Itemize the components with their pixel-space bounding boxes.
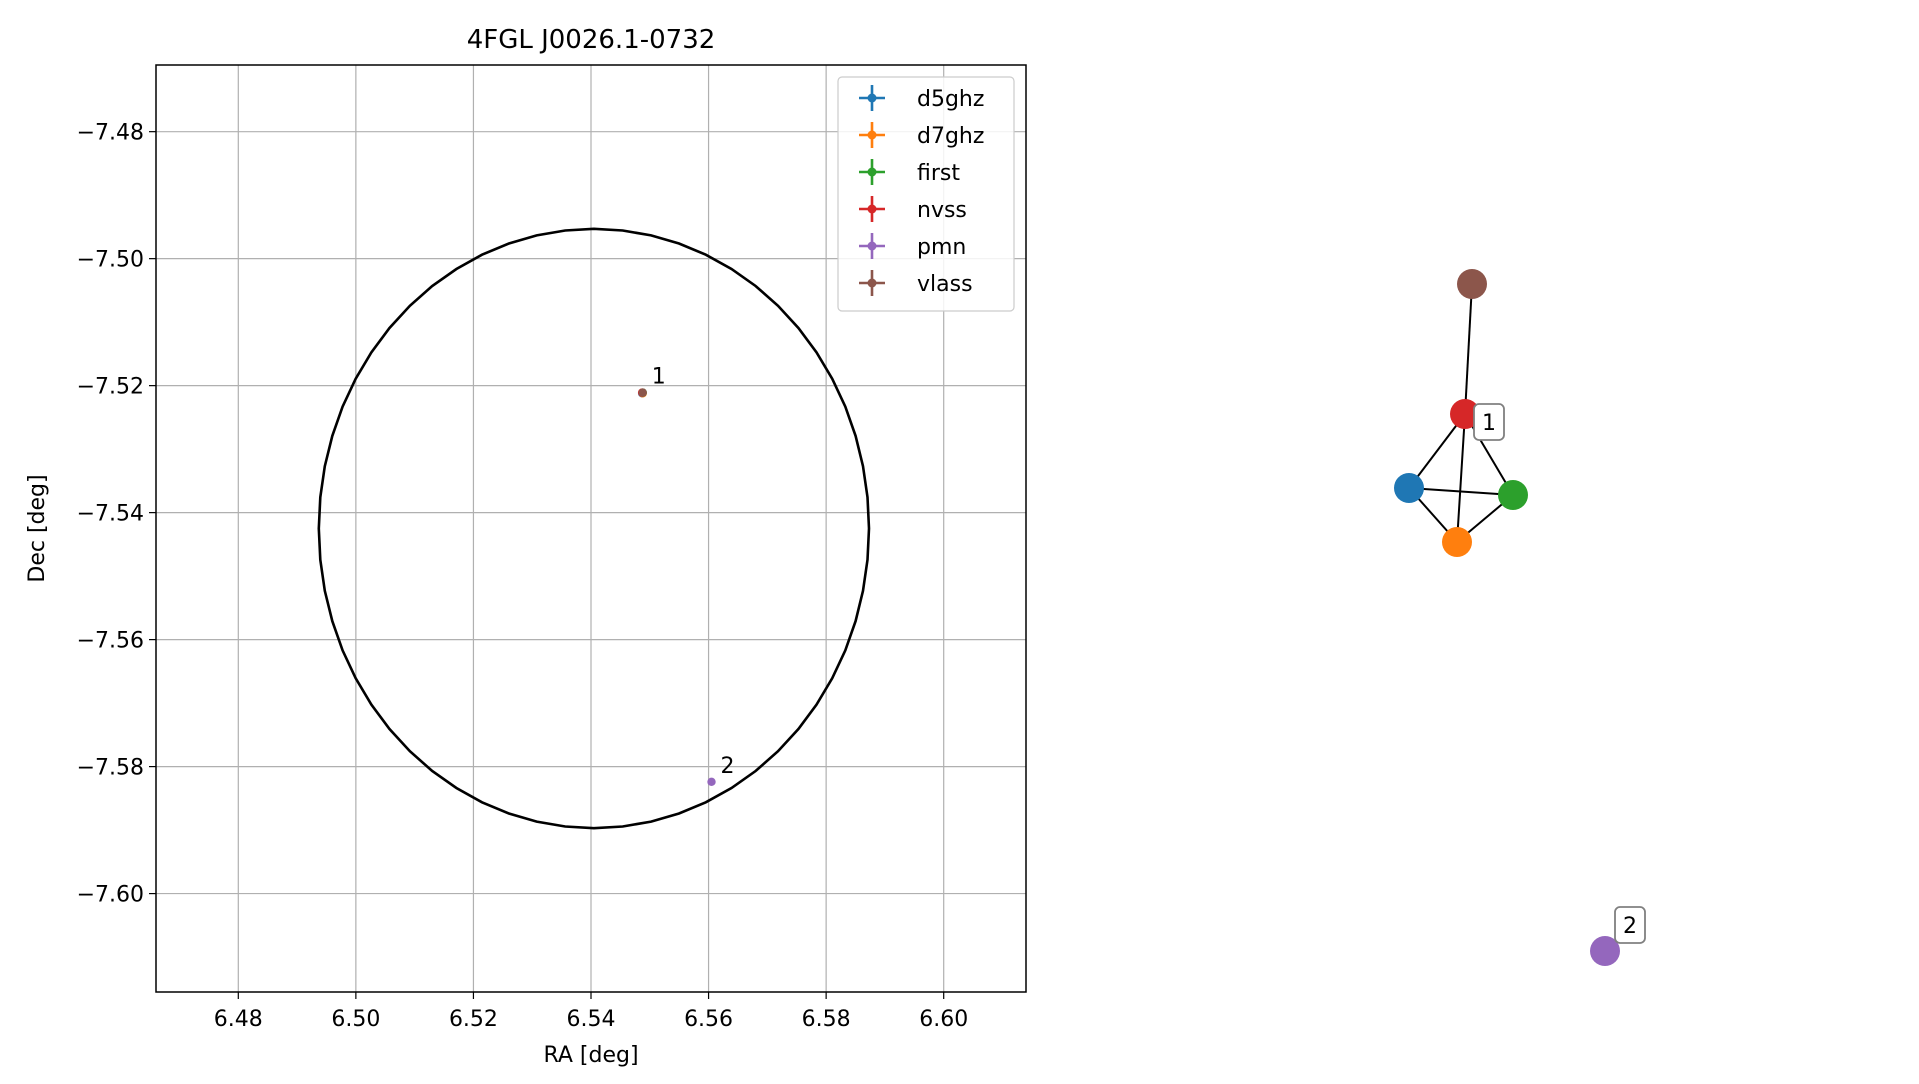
graph-edge-nvss-d5ghz: [1408, 413, 1466, 489]
graph-node-label: 1: [1482, 411, 1496, 436]
x-tick-label: 6.60: [919, 1007, 968, 1032]
y-axis-ticks: −7.48 −7.50 −7.52 −7.54 −7.56 −7.58 −7.60: [77, 121, 156, 908]
graph-node-vlass: [1457, 269, 1487, 299]
legend-dot-pmn: [867, 241, 877, 251]
legend-label-nvss: nvss: [917, 198, 967, 223]
graph-node-label-box: [1614, 906, 1646, 944]
x-tick-label: 6.56: [684, 1007, 733, 1032]
crossmatch-graph: 12: [1394, 269, 1646, 966]
legend-dot-first: [867, 167, 877, 177]
y-tick-label: −7.54: [77, 502, 144, 527]
graph-node-nvss: [1450, 399, 1480, 429]
legend: d5ghz d7ghz first nvss pmn vlass: [837, 76, 1015, 312]
legend-dot-nvss: [867, 204, 877, 214]
legend-label-d5ghz: d5ghz: [917, 87, 984, 112]
plot-title: 4FGL J0026.1-0732: [467, 25, 716, 55]
x-tick-label: 6.52: [449, 1007, 498, 1032]
annotation-layer: 12: [652, 365, 735, 779]
source-point-vlass: [638, 388, 647, 397]
x-axis-label: RA [deg]: [543, 1043, 638, 1068]
legend-dot-d5ghz: [867, 93, 877, 103]
x-tick-label: 6.58: [802, 1007, 851, 1032]
graph-node-d7ghz: [1442, 527, 1472, 557]
graph-edge-nvss-first: [1464, 413, 1514, 496]
legend-dot-vlass: [867, 278, 877, 288]
y-tick-label: −7.60: [77, 883, 144, 908]
graph-nodes: [1394, 269, 1620, 966]
graph-edge-vlass-nvss: [1464, 283, 1473, 415]
x-tick-label: 6.54: [567, 1007, 616, 1032]
graph-node-label: 2: [1623, 914, 1637, 939]
y-tick-label: −7.58: [77, 756, 144, 781]
graph-node-first: [1498, 480, 1528, 510]
source-annotation-1: 1: [652, 365, 666, 390]
source-annotation-2: 2: [721, 754, 735, 779]
legend-label-first: first: [917, 161, 960, 186]
graph-edge-d5ghz-first: [1408, 487, 1514, 496]
x-tick-label: 6.50: [331, 1007, 380, 1032]
legend-label-pmn: pmn: [917, 235, 966, 260]
y-axis-label: Dec [deg]: [25, 474, 50, 582]
graph-edge-nvss-d7ghz: [1456, 413, 1466, 543]
graph-node-label-box: [1473, 403, 1505, 441]
y-tick-label: −7.52: [77, 375, 144, 400]
sky-plot: 12 6.48 6.50 6.52 6.54 6.56 6.58 6.60 −7.48−7.…: [25, 25, 1027, 1068]
source-point-pmn: [707, 777, 716, 787]
legend-dot-d7ghz: [867, 130, 877, 140]
x-axis-ticks: 6.48 6.50 6.52 6.54 6.56 6.58 6.60: [214, 992, 968, 1032]
source-points-layer: [637, 388, 716, 787]
y-tick-label: −7.50: [77, 248, 144, 273]
graph-node-d5ghz: [1394, 473, 1424, 503]
legend-label-d7ghz: d7ghz: [917, 124, 984, 149]
localization-ellipse: [317, 227, 871, 830]
y-tick-label: −7.48: [77, 121, 144, 146]
graph-node-pmn: [1590, 936, 1620, 966]
graph-node-labels: 12: [1473, 403, 1646, 944]
x-tick-label: 6.48: [214, 1007, 263, 1032]
localization-ellipse-layer: [317, 227, 871, 830]
grid: [156, 65, 1026, 992]
legend-label-vlass: vlass: [917, 272, 973, 297]
y-tick-label: −7.56: [77, 629, 144, 654]
